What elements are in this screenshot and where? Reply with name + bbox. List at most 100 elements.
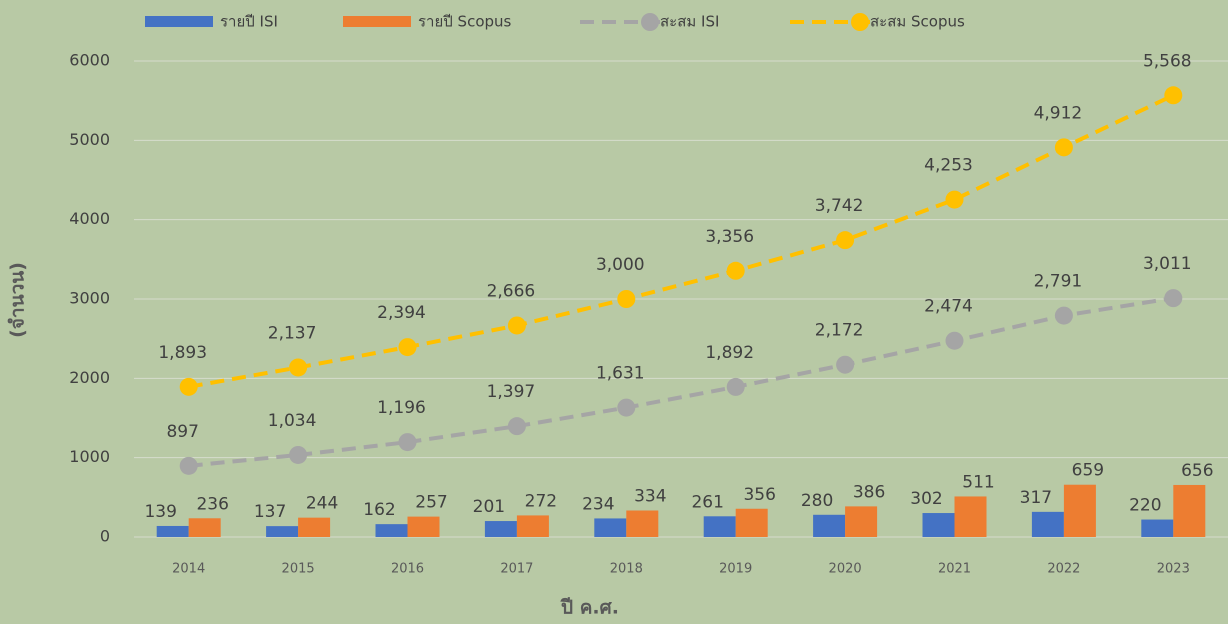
bar [188, 518, 221, 537]
data-label: 261 [691, 492, 723, 512]
line [188, 93, 1175, 389]
bar [1173, 484, 1206, 537]
bar [266, 526, 299, 537]
x-tick-label: 2017 [500, 562, 533, 577]
bar [156, 525, 189, 537]
point [179, 456, 198, 475]
legend-label: สะสม Scopus [870, 13, 965, 31]
data-label: 236 [196, 494, 228, 514]
bar [813, 514, 846, 537]
bar [922, 513, 955, 537]
data-label: 897 [166, 422, 198, 442]
data-label: 4,253 [924, 156, 973, 176]
legend-marker [851, 13, 869, 31]
point [507, 417, 526, 436]
point [617, 398, 636, 417]
bar [298, 517, 331, 537]
y-tick-label: 3000 [69, 289, 110, 308]
point [945, 331, 964, 350]
data-label: 302 [910, 489, 942, 509]
point [836, 231, 855, 250]
data-label: 2,172 [815, 321, 864, 341]
point [289, 358, 308, 377]
x-tick-label: 2021 [938, 562, 971, 577]
data-label: 659 [1072, 461, 1104, 481]
point [1054, 138, 1073, 157]
data-label: 334 [634, 487, 666, 507]
data-label: 5,568 [1143, 51, 1192, 71]
point [1054, 306, 1073, 325]
point [1164, 86, 1183, 105]
y-tick-label: 5000 [69, 130, 110, 149]
data-label: 2,474 [924, 297, 973, 317]
bar [1031, 511, 1064, 537]
data-label: 137 [254, 502, 286, 522]
point [1164, 289, 1183, 308]
data-label: 244 [306, 494, 338, 514]
bar [845, 506, 878, 537]
x-axis-title: ปี ค.ศ. [560, 597, 619, 619]
bar [735, 508, 768, 537]
legend-swatch [145, 16, 213, 27]
x-tick-label: 2020 [829, 562, 862, 577]
y-axis-title: (จำนวน) [7, 262, 29, 338]
bar [954, 496, 987, 537]
data-label: 162 [363, 500, 395, 520]
data-label: 257 [415, 493, 447, 513]
bar [407, 516, 440, 537]
bar [703, 516, 736, 537]
data-label: 234 [582, 494, 614, 514]
y-tick-label: 0 [100, 527, 110, 546]
bar [1063, 484, 1096, 537]
point [507, 316, 526, 335]
y-tick-label: 6000 [69, 51, 110, 70]
data-label: 139 [144, 502, 176, 522]
point [289, 445, 308, 464]
data-label: 272 [525, 491, 557, 511]
bar [1141, 519, 1174, 537]
data-label: 317 [1020, 488, 1052, 508]
bar [594, 518, 627, 537]
y-tick-label: 1000 [69, 447, 110, 466]
data-label: 1,196 [377, 398, 426, 418]
x-tick-label: 2018 [610, 562, 643, 577]
data-label: 4,912 [1034, 103, 1083, 123]
point [726, 377, 745, 396]
line [188, 296, 1174, 468]
x-tick-label: 2022 [1047, 562, 1080, 577]
data-label: 2,791 [1034, 272, 1083, 292]
point [726, 261, 745, 280]
data-label: 511 [962, 472, 994, 492]
data-label: 3,356 [705, 227, 754, 247]
bar [484, 521, 517, 537]
x-tick-label: 2014 [172, 562, 205, 577]
data-label: 656 [1181, 461, 1213, 481]
data-label: 201 [473, 497, 505, 517]
legend-label: รายปี Scopus [418, 13, 512, 31]
y-tick-label: 4000 [69, 209, 110, 228]
data-label: 1,892 [705, 343, 754, 363]
legend-swatch [343, 16, 411, 27]
data-label: 3,011 [1143, 254, 1192, 274]
x-tick-label: 2016 [391, 562, 424, 577]
x-tick-label: 2019 [719, 562, 752, 577]
data-label: 1,631 [596, 364, 645, 384]
data-label: 2,394 [377, 303, 426, 323]
data-label: 3,000 [596, 255, 645, 275]
bar [626, 510, 659, 537]
point [836, 355, 855, 374]
x-tick-label: 2023 [1157, 562, 1190, 577]
y-tick-label: 2000 [69, 368, 110, 387]
point [179, 377, 198, 396]
point [617, 290, 636, 308]
data-label: 386 [853, 482, 885, 502]
data-label: 1,034 [268, 411, 317, 431]
data-label: 1,397 [487, 382, 536, 402]
legend-label: สะสม ISI [660, 13, 719, 31]
data-label: 2,137 [268, 323, 317, 343]
legend-label: รายปี ISI [220, 13, 278, 31]
point [398, 338, 417, 357]
data-label: 1,893 [158, 343, 207, 363]
